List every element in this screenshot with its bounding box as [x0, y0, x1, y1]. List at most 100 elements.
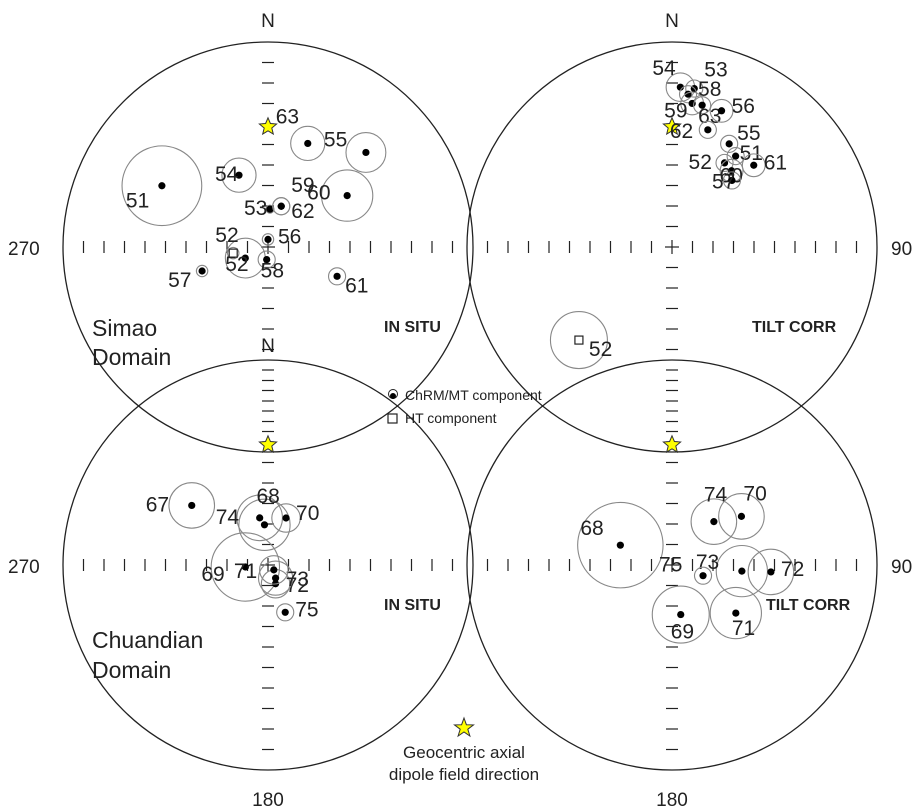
site-chrm-marker: [263, 255, 271, 264]
site-confidence-circle: [698, 120, 717, 139]
mode-label: IN SITU: [384, 597, 441, 614]
site-label: 60: [307, 182, 330, 205]
north-label: N: [261, 11, 275, 32]
site-confidence-circle: [320, 169, 374, 222]
site-label: 58: [261, 260, 284, 283]
domain-label-line2: Domain: [92, 344, 171, 370]
mode-label: TILT CORR: [752, 319, 837, 336]
site-confidence-circle: [345, 131, 387, 173]
site-chrm-marker: [676, 83, 684, 91]
site-confidence-circle: [709, 98, 734, 123]
primitive-circle: [466, 41, 878, 453]
site-label: 62: [291, 200, 314, 223]
site-label: 54: [652, 57, 676, 80]
site-chrm-marker: [281, 608, 289, 616]
site-label: 74: [704, 484, 728, 507]
site-confidence-circle: [577, 501, 664, 589]
site-label: 68: [580, 517, 603, 540]
site-confidence-circle: [271, 503, 301, 533]
site-confidence-circle: [720, 134, 739, 153]
site-chrm-marker: [277, 202, 285, 210]
site-confidence-circle: [722, 171, 742, 190]
site-label: 70: [296, 502, 319, 525]
net-frame: [466, 359, 878, 771]
site-label: 55: [324, 128, 347, 151]
site-confidence-circle: [327, 267, 347, 286]
site-label: 58: [698, 78, 721, 101]
site-confidence-circle: [272, 197, 291, 216]
site-label: 61: [345, 274, 368, 297]
site-confidence-circle: [690, 498, 738, 545]
site-chrm-marker: [767, 568, 775, 576]
mode-label: TILT CORR: [766, 597, 851, 614]
primitive-circle: [62, 359, 474, 771]
site-chrm-marker: [732, 152, 740, 160]
site-chrm-marker: [362, 148, 370, 157]
gad-star-icon: [662, 116, 682, 136]
site-confidence-circle: [210, 532, 281, 602]
site-confidence-circle: [195, 264, 209, 278]
legend-chrm-dot: [390, 393, 396, 399]
site-label: 55: [737, 122, 760, 145]
legend-gad-star-icon: [453, 716, 475, 738]
site-label: 71: [732, 617, 755, 640]
net-frame: [466, 41, 878, 453]
east-label: 90: [891, 557, 912, 578]
site-chrm-marker: [271, 574, 280, 582]
primitive-circle: [62, 41, 474, 453]
site-chrm-marker: [728, 176, 736, 185]
site-label: 74: [216, 506, 240, 529]
site-chrm-marker: [304, 139, 312, 148]
gad-star-icon: [258, 434, 278, 454]
site-confidence-circle: [693, 96, 712, 115]
site-chrm-marker: [241, 254, 249, 262]
site-chrm-marker: [198, 267, 206, 275]
site-chrm-marker: [677, 610, 685, 619]
site-label: 63: [276, 105, 299, 128]
site-chrm-marker: [158, 182, 166, 190]
site-label: 61: [764, 151, 787, 174]
gad-star-icon: [662, 434, 682, 454]
site-chrm-marker: [256, 514, 264, 522]
site-chrm-marker: [704, 126, 712, 134]
site-chrm-marker: [699, 572, 707, 580]
legend: ChRM/MT component HT component Geocentri…: [387, 387, 542, 784]
site-chrm-marker: [738, 567, 746, 575]
site-ht-marker: [228, 248, 238, 258]
site-chrm-marker: [710, 518, 718, 526]
site-chrm-marker: [270, 566, 278, 574]
net-chuandian-tilt-corr: TILT CORR 90 180 68 74 70 73 72 75 71 69: [466, 359, 912, 811]
north-label: N: [261, 336, 275, 357]
net-frame: [62, 41, 474, 453]
site-confidence-circle: [549, 311, 608, 370]
site-label: 52: [215, 224, 238, 247]
site-label: 52: [689, 151, 712, 174]
site-confidence-circle: [715, 153, 734, 173]
site-confidence-circle: [741, 153, 766, 178]
site-confidence-circle: [678, 85, 698, 104]
domain-label-line1: Simao: [92, 315, 157, 341]
site-chrm-marker: [343, 191, 351, 200]
site-label: 57: [712, 170, 735, 193]
east-label: 90: [891, 239, 912, 260]
net-chuandian-in-situ: Chuandian Domain IN SITU N 270 180 67 74 6…: [8, 336, 474, 811]
site-label: 53: [704, 59, 727, 82]
site-confidence-circle: [257, 250, 276, 269]
site-confidence-circle: [651, 585, 710, 644]
south-label: 180: [252, 790, 284, 811]
net-simao-in-situ: Simao Domain IN SITU N 270 5154635553596…: [8, 11, 474, 453]
site-confidence-circle: [261, 233, 275, 246]
site-label: 69: [671, 621, 694, 644]
site-label: 57: [168, 269, 191, 292]
site-label: 67: [146, 493, 169, 516]
site-chrm-marker: [737, 512, 746, 520]
site-confidence-circle: [290, 125, 326, 162]
site-label: 73: [696, 551, 719, 574]
site-label: 73: [286, 568, 309, 591]
site-label: 62: [670, 120, 693, 143]
site-confidence-circle: [168, 482, 216, 529]
west-label: 270: [8, 557, 40, 578]
mode-label: IN SITU: [384, 319, 441, 336]
